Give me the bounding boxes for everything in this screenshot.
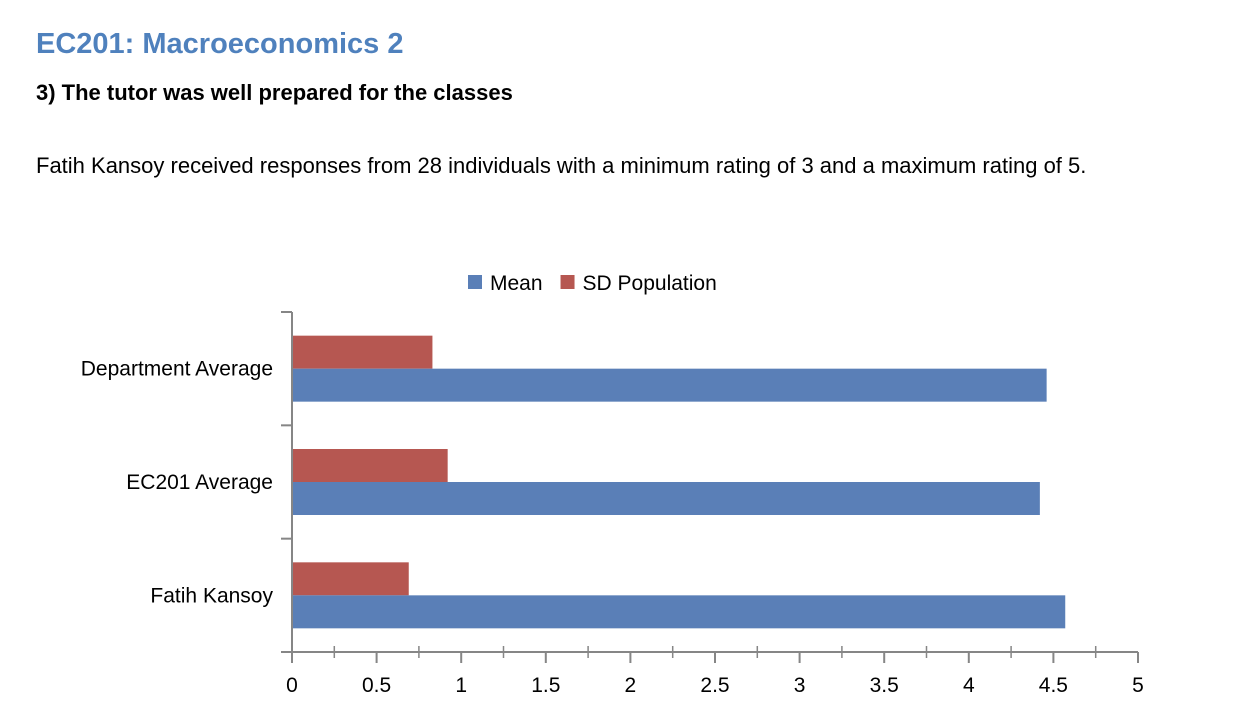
bar-mean-1 <box>292 368 1047 402</box>
x-tick-label: 4 <box>963 674 975 697</box>
x-tick-label: 3 <box>794 674 806 697</box>
course-title: EC201: Macroeconomics 2 <box>36 28 404 60</box>
x-tick-label: 1 <box>455 674 467 697</box>
category-label: Fatih Kansoy <box>150 584 273 607</box>
x-tick-label: 4.5 <box>1039 674 1068 697</box>
bar-sd-population-1 <box>292 335 433 369</box>
category-label: Department Average <box>81 358 273 381</box>
legend-label-sd-population: SD Population <box>583 272 717 295</box>
x-tick-label: 0 <box>286 674 298 697</box>
legend-label-mean: Mean <box>490 272 543 295</box>
legend-swatch-sd-population <box>560 275 575 289</box>
category-label: EC201 Average <box>126 471 273 494</box>
x-tick-label: 3.5 <box>870 674 899 697</box>
x-tick-label: 2 <box>625 674 637 697</box>
question-heading: 3) The tutor was well prepared for the c… <box>36 80 513 105</box>
bar-sd-population-2 <box>292 449 448 482</box>
x-tick-label: 2.5 <box>700 674 729 697</box>
response-summary: Fatih Kansoy received responses from 28 … <box>36 153 1087 178</box>
bar-mean-2 <box>292 482 1040 515</box>
bar-sd-population-3 <box>292 562 409 596</box>
x-tick-label: 5 <box>1132 674 1144 697</box>
bar-mean-3 <box>292 595 1066 629</box>
x-tick-label: 0.5 <box>362 674 391 697</box>
x-tick-label: 1.5 <box>531 674 560 697</box>
legend-swatch-mean <box>468 275 482 289</box>
